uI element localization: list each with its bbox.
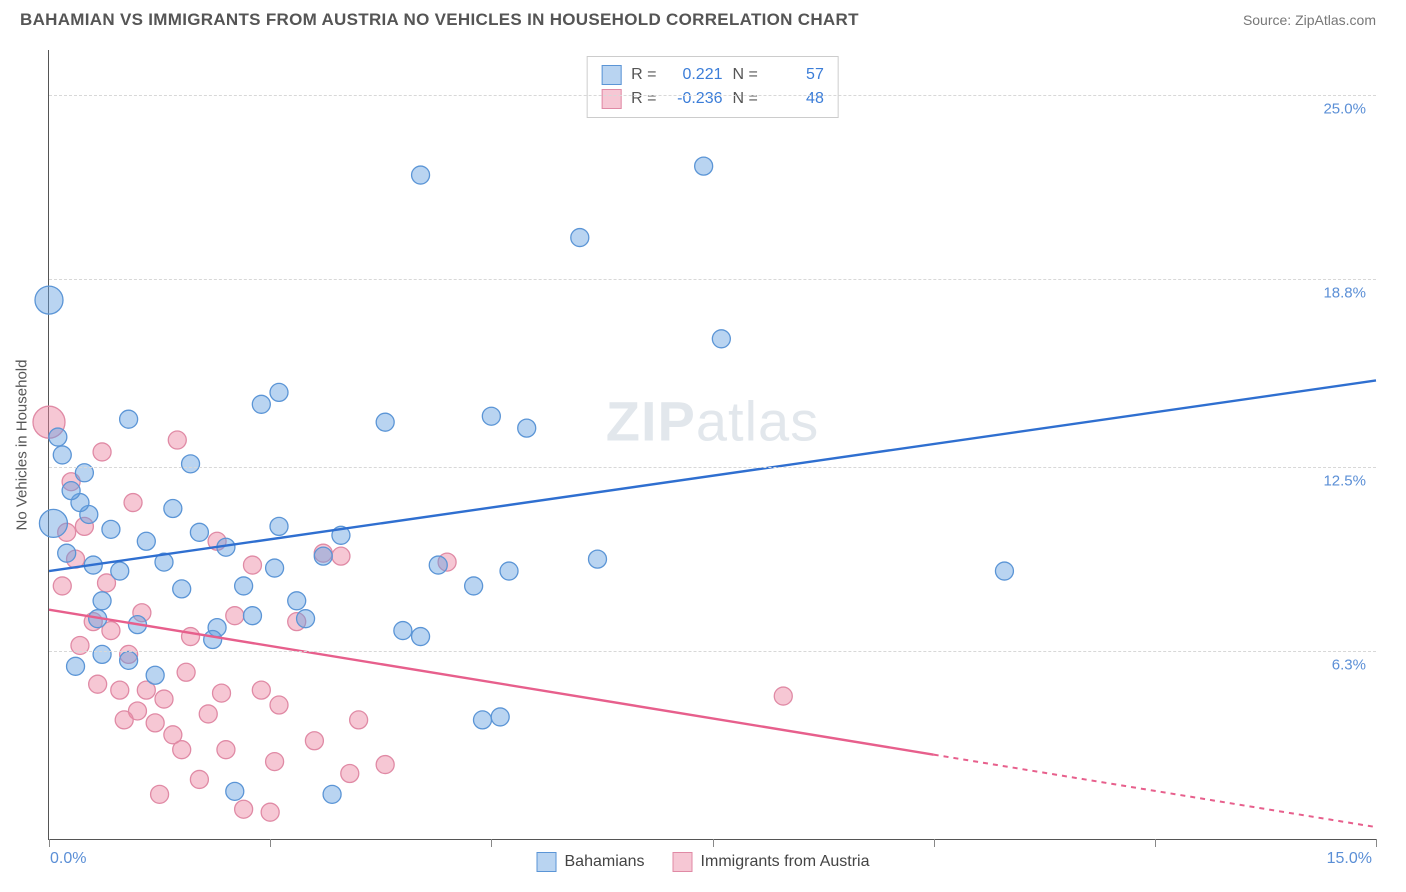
r-value-series1: 0.221 (667, 63, 723, 87)
r-label: R = (631, 87, 656, 111)
n-label: N = (733, 63, 758, 87)
r-label: R = (631, 63, 656, 87)
stats-row-series1: R = 0.221 N = 57 (601, 63, 824, 87)
y-tick-label: 6.3% (1332, 657, 1366, 674)
chart-plot-area: ZIPatlas R = 0.221 N = 57 R = -0.236 N =… (48, 50, 1376, 840)
x-axis-min-label: 0.0% (50, 850, 86, 868)
bottom-legend: Bahamians Immigrants from Austria (537, 852, 870, 872)
legend-item-series2: Immigrants from Austria (673, 852, 870, 872)
source-label: Source: ZipAtlas.com (1243, 12, 1376, 28)
legend-label-series2: Immigrants from Austria (701, 853, 870, 871)
legend-label-series1: Bahamians (565, 853, 645, 871)
swatch-series1 (601, 65, 621, 85)
y-tick-label: 18.8% (1323, 285, 1366, 302)
legend-swatch-series2 (673, 852, 693, 872)
n-label: N = (733, 87, 758, 111)
y-tick-label: 12.5% (1323, 472, 1366, 489)
r-value-series2: -0.236 (667, 87, 723, 111)
swatch-series2 (601, 89, 621, 109)
correlation-stats-box: R = 0.221 N = 57 R = -0.236 N = 48 (586, 56, 839, 118)
n-value-series2: 48 (768, 87, 824, 111)
y-axis-title: No Vehicles in Household (14, 360, 31, 531)
stats-row-series2: R = -0.236 N = 48 (601, 87, 824, 111)
y-tick-label: 25.0% (1323, 100, 1366, 117)
x-axis-max-label: 15.0% (1327, 850, 1372, 868)
legend-swatch-series1 (537, 852, 557, 872)
n-value-series1: 57 (768, 63, 824, 87)
scatter-plot-svg (49, 50, 1376, 839)
legend-item-series1: Bahamians (537, 852, 645, 872)
chart-title: BAHAMIAN VS IMMIGRANTS FROM AUSTRIA NO V… (20, 10, 859, 30)
